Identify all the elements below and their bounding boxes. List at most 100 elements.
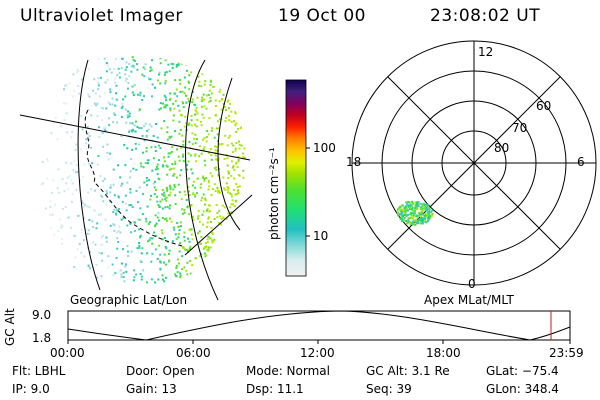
aurora-pixel xyxy=(141,73,144,76)
aurora-pixel xyxy=(54,116,57,119)
aurora-pixel xyxy=(59,262,62,265)
aurora-pixel xyxy=(63,258,66,260)
aurora-pixel xyxy=(194,133,197,136)
aurora-pixel xyxy=(236,165,239,168)
aurora-pixel xyxy=(249,116,251,118)
aurora-pixel xyxy=(192,98,194,101)
aurora-pixel xyxy=(107,65,110,68)
polar-aurora-pixel xyxy=(417,205,420,207)
aurora-pixel xyxy=(216,140,219,142)
aurora-pixel xyxy=(166,173,169,176)
aurora-pixel xyxy=(169,92,172,95)
aurora-pixel xyxy=(190,115,193,117)
filter-info: Flt: LBHL xyxy=(12,364,66,378)
aurora-pixel xyxy=(101,132,104,134)
polar-aurora-pixel xyxy=(415,221,418,224)
aurora-pixel xyxy=(237,160,240,163)
aurora-pixel xyxy=(93,285,95,287)
aurora-pixel xyxy=(232,227,235,229)
aurora-pixel xyxy=(249,189,251,191)
aurora-pixel xyxy=(206,241,209,244)
coastline xyxy=(84,109,183,247)
aurora-pixel xyxy=(215,145,218,148)
aurora-pixel xyxy=(131,56,134,59)
aurora-pixel xyxy=(97,155,100,157)
aurora-pixel xyxy=(149,70,152,72)
aurora-pixel xyxy=(161,288,163,290)
aurora-pixel xyxy=(98,126,100,129)
aurora-pixel xyxy=(95,227,98,230)
aurora-pixel xyxy=(224,290,226,292)
aurora-pixel xyxy=(124,202,127,205)
polar-aurora-pixel xyxy=(419,222,422,225)
aurora-pixel xyxy=(234,111,237,114)
aurora-pixel xyxy=(215,168,218,171)
aurora-pixel xyxy=(70,162,73,165)
aurora-pixel xyxy=(193,137,196,140)
aurora-pixel xyxy=(179,174,182,177)
aurora-pixel xyxy=(180,62,183,65)
aurora-pixel xyxy=(235,58,238,61)
aurora-pixel xyxy=(177,104,180,107)
aurora-pixel xyxy=(199,120,202,123)
aurora-pixel xyxy=(216,216,219,219)
aurora-pixel xyxy=(216,211,219,214)
aurora-pixel xyxy=(105,189,108,192)
aurora-pixel xyxy=(196,119,199,121)
polar-aurora-pixel xyxy=(412,223,415,226)
aurora-pixel xyxy=(222,279,225,282)
aurora-pixel xyxy=(66,85,68,88)
aurora-pixel xyxy=(185,101,188,104)
polar-aurora-pixel xyxy=(400,217,403,220)
aurora-pixel xyxy=(133,124,136,127)
aurora-pixel xyxy=(192,218,195,221)
aurora-pixel xyxy=(243,129,246,132)
aurora-pixel xyxy=(243,91,246,94)
aurora-pixel xyxy=(169,107,172,110)
aurora-pixel xyxy=(183,92,186,95)
aurora-pixel xyxy=(247,137,249,139)
aurora-pixel xyxy=(120,135,123,137)
aurora-pixel xyxy=(132,279,135,282)
aurora-pixel xyxy=(95,104,98,107)
aurora-pixel xyxy=(164,198,166,201)
aurora-pixel xyxy=(60,237,63,240)
mlt-label-0: 0 xyxy=(468,277,476,291)
aurora-pixel xyxy=(183,211,186,214)
aurora-pixel xyxy=(128,62,131,65)
aurora-pixel xyxy=(112,112,115,115)
aurora-pixel xyxy=(214,113,217,116)
aurora-pixel xyxy=(96,115,99,117)
aurora-pixel xyxy=(230,142,233,145)
aurora-pixel xyxy=(82,175,85,178)
aurora-pixel xyxy=(199,255,202,257)
aurora-pixel xyxy=(129,191,132,194)
aurora-pixel xyxy=(135,147,137,150)
polar-aurora-pixel xyxy=(406,222,409,225)
aurora-pixel xyxy=(228,192,231,195)
aurora-pixel xyxy=(235,183,238,185)
aurora-pixel xyxy=(138,228,141,231)
aurora-pixel xyxy=(150,278,153,281)
aurora-pixel xyxy=(75,188,78,191)
aurora-pixel xyxy=(194,104,197,107)
aurora-pixel xyxy=(81,200,84,202)
aurora-pixel xyxy=(146,281,148,284)
aurora-pixel xyxy=(89,251,92,254)
aurora-pixel xyxy=(197,217,200,220)
aurora-pixel xyxy=(115,98,118,101)
aurora-pixel xyxy=(237,81,239,84)
aurora-pixel xyxy=(154,189,157,191)
aurora-pixel xyxy=(147,159,150,162)
aurora-pixel xyxy=(168,259,171,262)
polar-aurora-pixel xyxy=(397,212,399,215)
aurora-pixel xyxy=(226,164,229,167)
aurora-pixel xyxy=(209,210,212,213)
aurora-pixel xyxy=(92,241,95,244)
aurora-pixel xyxy=(138,108,141,111)
aurora-pixel xyxy=(125,121,128,124)
aurora-pixel xyxy=(82,57,85,60)
aurora-pixel xyxy=(76,164,79,167)
aurora-pixel xyxy=(235,55,238,58)
aurora-pixel xyxy=(61,178,64,181)
